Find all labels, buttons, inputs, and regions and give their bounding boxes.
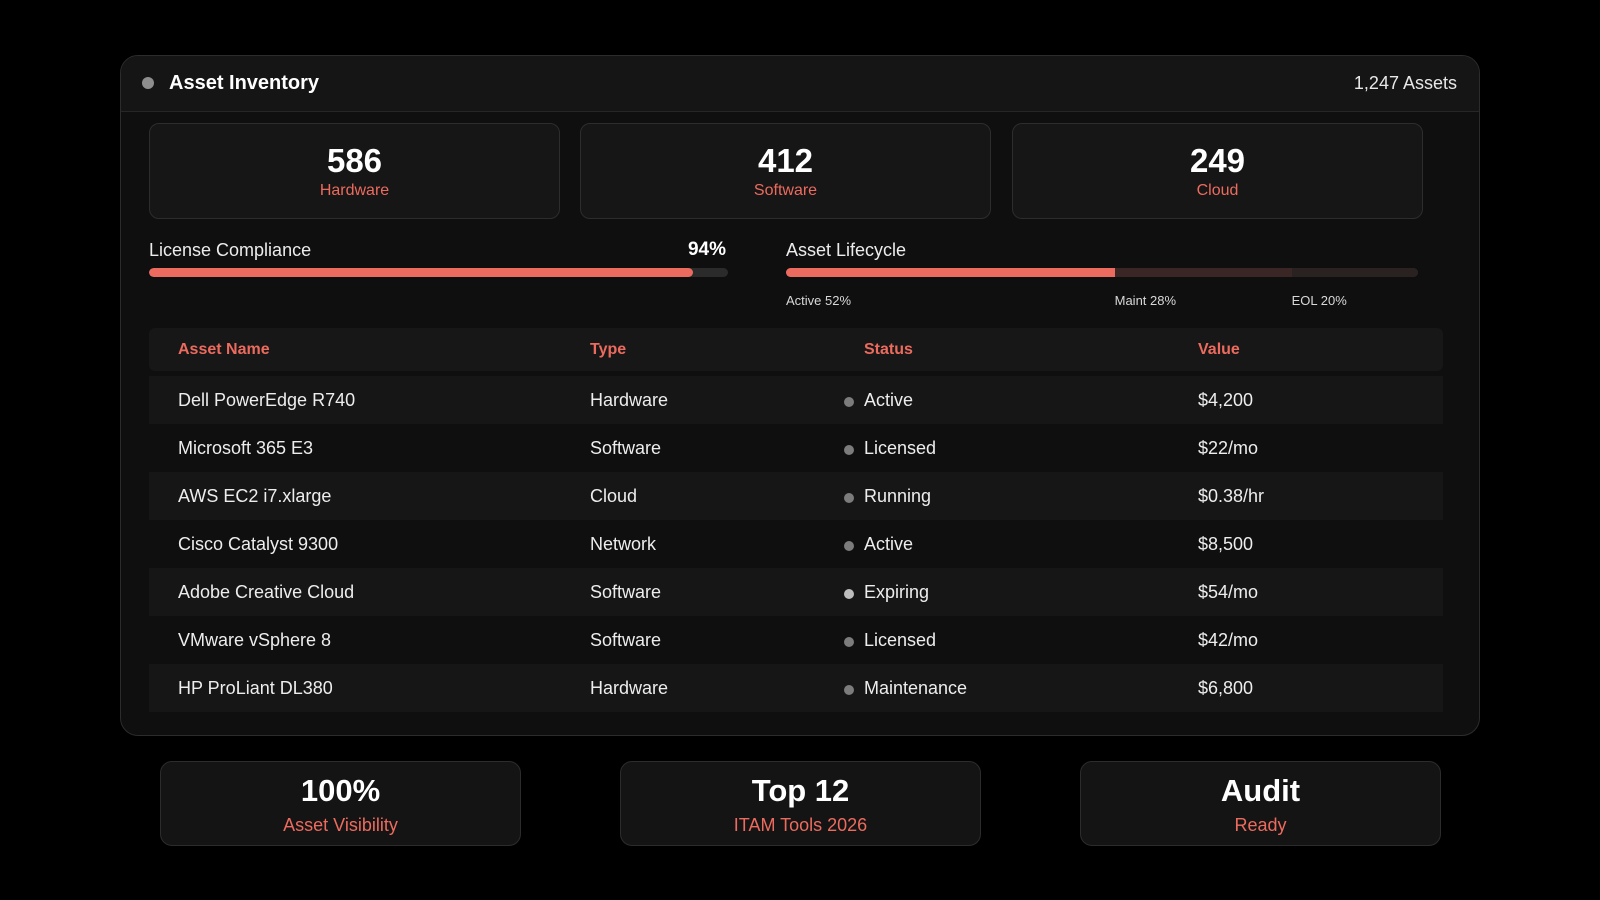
status-dot-icon	[844, 589, 854, 599]
lifecycle-label-eol: EOL 20%	[1291, 293, 1347, 308]
status-dot-icon	[844, 541, 854, 551]
asset-type-cell: Hardware	[590, 390, 669, 410]
page-title: Asset Inventory	[169, 72, 320, 94]
asset-name-cell: AWS EC2 i7.xlarge	[178, 486, 332, 506]
stat-value: 586	[326, 142, 383, 179]
asset-type-cell: Cloud	[590, 486, 638, 506]
asset-lifecycle-bar	[786, 268, 1418, 277]
table-row[interactable]: HP ProLiant DL380 Hardware Maintenance $…	[149, 664, 1443, 712]
lifecycle-label-maint: Maint 28%	[1114, 293, 1177, 308]
status-dot-icon	[844, 397, 854, 407]
asset-type-cell: Network	[590, 534, 657, 554]
asset-value-cell: $8,500	[1198, 534, 1254, 554]
asset-status-cell: Expiring	[864, 582, 930, 602]
table-row[interactable]: Cisco Catalyst 9300 Network Active $8,50…	[149, 520, 1443, 568]
asset-name-cell: VMware vSphere 8	[178, 630, 332, 650]
asset-count: 1,247 Assets	[1353, 73, 1457, 93]
stat-value: 249	[1189, 142, 1246, 179]
license-compliance-bar	[149, 268, 728, 277]
status-dot-icon	[844, 493, 854, 503]
asset-name-cell: Adobe Creative Cloud	[178, 582, 355, 602]
license-compliance-bar-fill	[149, 268, 694, 277]
asset-status-cell: Active	[864, 534, 914, 554]
asset-value-cell: $6,800	[1198, 678, 1254, 698]
asset-value-cell: $42/mo	[1198, 630, 1259, 650]
lifecycle-segment-active	[786, 268, 1115, 277]
table-row[interactable]: AWS EC2 i7.xlarge Cloud Running $0.38/hr	[149, 472, 1443, 520]
stat-value: 412	[757, 142, 814, 179]
asset-lifecycle-label: Asset Lifecycle	[786, 240, 907, 260]
highlight-card-audit-ready[interactable]: Audit Ready	[1080, 761, 1441, 846]
asset-value-cell: $4,200	[1198, 390, 1254, 410]
asset-value-cell: $22/mo	[1198, 438, 1259, 458]
highlight-label: ITAM Tools 2026	[733, 815, 868, 835]
highlight-value: Top 12	[751, 773, 850, 808]
status-dot-icon	[142, 77, 154, 89]
asset-status-cell: Maintenance	[864, 678, 968, 698]
asset-status-cell: Licensed	[864, 630, 937, 650]
highlight-label: Ready	[1234, 815, 1287, 835]
asset-name-cell: HP ProLiant DL380	[178, 678, 333, 698]
asset-value-cell: $0.38/hr	[1198, 486, 1265, 506]
license-compliance-label: License Compliance	[149, 240, 312, 260]
asset-value-cell: $54/mo	[1198, 582, 1259, 602]
status-dot-icon	[844, 445, 854, 455]
asset-status-cell: Running	[864, 486, 932, 506]
asset-name-cell: Dell PowerEdge R740	[178, 390, 356, 410]
status-dot-icon	[844, 685, 854, 695]
stat-card-hardware[interactable]: 586 Hardware	[149, 123, 560, 219]
asset-type-cell: Software	[590, 630, 662, 650]
asset-inventory-panel: Asset Inventory 1,247 Assets 586 Hardwar…	[120, 55, 1480, 736]
column-header-asset-name[interactable]: Asset Name	[178, 341, 270, 358]
asset-type-cell: Software	[590, 582, 662, 602]
table-row[interactable]: Adobe Creative Cloud Software Expiring $…	[149, 568, 1443, 616]
asset-type-cell: Software	[590, 438, 662, 458]
license-compliance-value: 94%	[687, 239, 726, 260]
stat-card-cloud[interactable]: 249 Cloud	[1012, 123, 1423, 219]
highlight-card-itam-tools[interactable]: Top 12 ITAM Tools 2026	[620, 761, 981, 846]
status-dot-icon	[844, 637, 854, 647]
table-header: Asset Name Type Status Value	[149, 328, 1443, 371]
asset-type-cell: Hardware	[590, 678, 669, 698]
asset-status-cell: Active	[864, 390, 914, 410]
panel-header: Asset Inventory 1,247 Assets	[121, 56, 1479, 112]
column-header-type[interactable]: Type	[590, 341, 627, 358]
asset-name-cell: Cisco Catalyst 9300	[178, 534, 339, 554]
lifecycle-segment-eol	[1291, 268, 1418, 277]
stat-label: Software	[753, 182, 818, 199]
lifecycle-label-active: Active 52%	[786, 293, 852, 308]
highlight-value: 100%	[300, 773, 381, 808]
table-row[interactable]: Dell PowerEdge R740 Hardware Active $4,2…	[149, 376, 1443, 424]
stat-card-software[interactable]: 412 Software	[580, 123, 991, 219]
highlight-value: Audit	[1220, 773, 1301, 808]
stat-label: Cloud	[1196, 182, 1239, 199]
stat-label: Hardware	[319, 182, 390, 199]
lifecycle-segment-maint	[1114, 268, 1292, 277]
asset-name-cell: Microsoft 365 E3	[178, 438, 314, 458]
column-header-status[interactable]: Status	[864, 341, 913, 358]
asset-status-cell: Licensed	[864, 438, 937, 458]
table-row[interactable]: VMware vSphere 8 Software Licensed $42/m…	[149, 616, 1443, 664]
table-row[interactable]: Microsoft 365 E3 Software Licensed $22/m…	[149, 424, 1443, 472]
highlight-label: Asset Visibility	[283, 815, 398, 835]
highlight-card-asset-visibility[interactable]: 100% Asset Visibility	[160, 761, 521, 846]
column-header-value[interactable]: Value	[1198, 341, 1240, 358]
